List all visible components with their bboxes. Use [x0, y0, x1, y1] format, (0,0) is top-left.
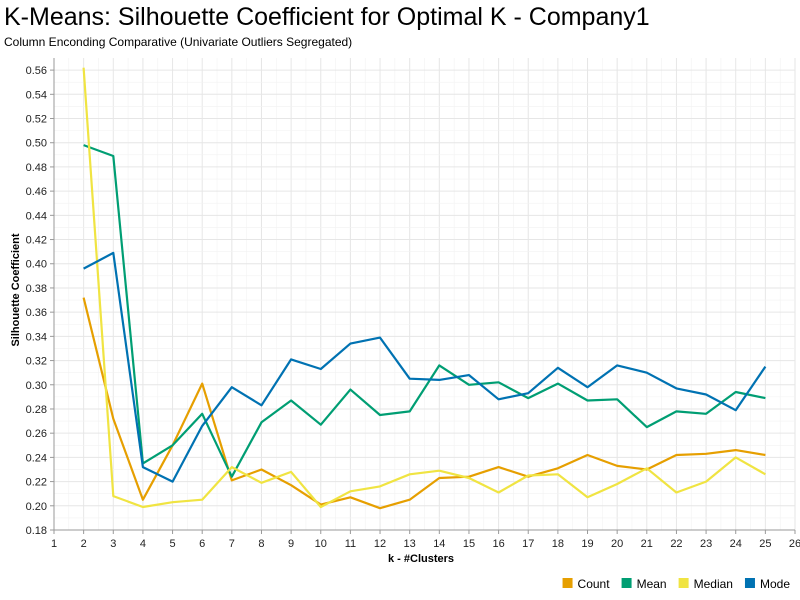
x-tick-label: 13	[404, 538, 416, 550]
y-tick-label: 0.20	[26, 501, 47, 513]
legend-label-mean: Mean	[637, 577, 667, 591]
series-line-mode	[83, 251, 767, 483]
series-line-mean	[83, 144, 766, 478]
x-tick-label: 22	[670, 538, 682, 550]
y-tick-label: 0.52	[26, 114, 47, 126]
y-tick-label: 0.18	[26, 525, 47, 537]
x-tick-label: 11	[345, 538, 356, 550]
chart-title: K-Means: Silhouette Coefficient for Opti…	[4, 3, 650, 31]
x-tick-label: 10	[315, 538, 327, 550]
x-tick-label: 19	[581, 538, 593, 550]
x-tick-label: 14	[433, 538, 445, 550]
y-tick-label: 0.22	[26, 477, 47, 489]
x-tick-label: 20	[611, 538, 623, 550]
y-tick-label: 0.40	[26, 259, 47, 271]
x-tick-label: 8	[258, 538, 264, 550]
x-tick-label: 18	[552, 538, 564, 550]
x-tick-label: 12	[374, 538, 386, 550]
y-tick-label: 0.56	[26, 65, 47, 77]
y-tick-label: 0.38	[26, 283, 47, 295]
y-tick-label: 0.42	[26, 235, 47, 247]
series-line-count	[82, 297, 766, 510]
x-tick-label: 21	[641, 538, 653, 550]
x-tick-label: 1	[51, 538, 57, 550]
y-tick-label: 0.26	[26, 428, 47, 440]
x-tick-label: 3	[110, 538, 116, 550]
series-lines	[82, 67, 767, 510]
x-tick-label: 25	[759, 538, 771, 550]
legend: Count Mean Median Mode	[562, 577, 790, 591]
y-tick-label: 0.54	[26, 89, 47, 101]
legend-swatch-count	[562, 578, 573, 588]
series-line-median	[82, 67, 766, 509]
y-tick-label: 0.50	[26, 138, 47, 150]
x-tick-label: 26	[789, 538, 800, 550]
y-tick-label: 0.28	[26, 404, 47, 416]
x-tick-label: 17	[522, 538, 534, 550]
x-tick-label: 2	[81, 538, 87, 550]
legend-label-count: Count	[578, 577, 611, 591]
chart-subtitle: Column Enconding Comparative (Univariate…	[4, 35, 353, 49]
legend-label-mode: Mode	[760, 577, 790, 591]
legend-swatch-median	[678, 578, 689, 588]
legend-swatch-mean	[621, 578, 632, 588]
axes: 1 2 3 4 5 6 7 8 9 10 11 12 13 14 15 16 17 18 19 20 21 22 23 24 2…	[26, 58, 800, 550]
y-tick-label: 0.46	[26, 186, 47, 198]
x-axis-title: k - #Clusters	[388, 553, 454, 565]
x-tick-label: 9	[288, 538, 294, 550]
y-tick-label: 0.30	[26, 380, 47, 392]
y-tick-label: 0.48	[26, 162, 47, 174]
x-tick-label: 6	[199, 538, 205, 550]
y-tick-label: 0.32	[26, 356, 47, 368]
x-tick-label: 23	[700, 538, 712, 550]
legend-swatch-mode	[744, 578, 755, 588]
legend-label-median: Median	[694, 577, 733, 591]
x-tick-label: 15	[463, 538, 475, 550]
y-tick-label: 0.36	[26, 307, 47, 319]
x-tick-label: 4	[140, 538, 146, 550]
y-axis-title: Silhouette Coefficient	[10, 233, 22, 346]
x-tick-label: 16	[492, 538, 504, 550]
x-tick-label: 5	[169, 538, 175, 550]
x-tick-label: 7	[229, 538, 235, 550]
y-tick-label: 0.44	[26, 210, 47, 222]
y-tick-label: 0.34	[26, 331, 47, 343]
y-tick-label: 0.24	[26, 452, 47, 464]
x-tick-label: 24	[730, 538, 742, 550]
